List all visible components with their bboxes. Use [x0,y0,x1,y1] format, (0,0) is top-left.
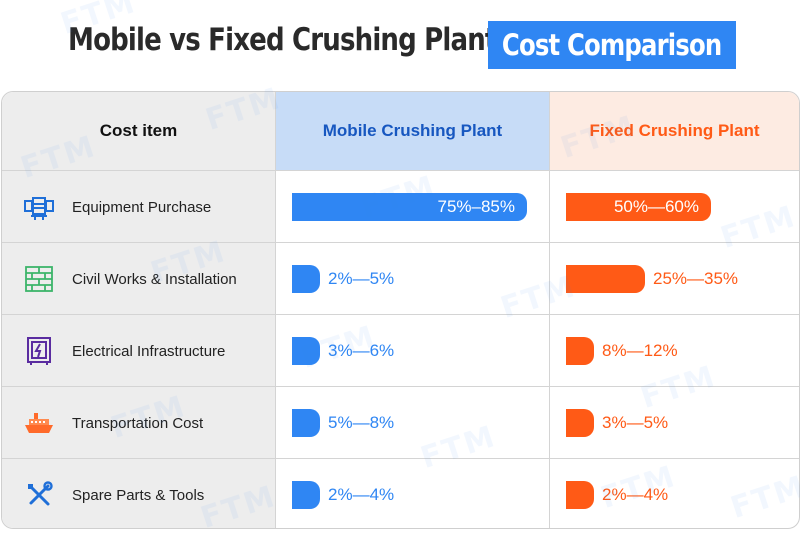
fixed-bar [566,337,594,365]
chart-title: Mobile vs Fixed Crushing Plant [68,22,497,58]
column-divider [549,92,550,528]
comparison-table: Cost item Mobile Crushing Plant Fixed Cr… [1,91,800,529]
row-divider [2,458,799,459]
fixed-bar [566,265,645,293]
mobile-value-label: 3%—6% [328,341,395,360]
mobile-bar [292,409,320,437]
row-label-text: Civil Works & Installation [72,270,237,288]
row-label: Equipment Purchase [2,171,275,243]
tools-icon [22,478,56,512]
mobile-bar [292,337,320,365]
brick-wall-icon [22,262,56,296]
row-label-text: Transportation Cost [72,414,204,432]
header-mobile-series: Mobile Crushing Plant [276,92,549,170]
title-badge-text: Cost Comparison [502,28,722,62]
equipment-icon [22,190,56,224]
mobile-bar [292,481,320,509]
mobile-bar [292,265,320,293]
fixed-value-label: 8%—12% [602,341,678,360]
row-label: Spare Parts & Tools [2,459,275,528]
mobile-value-label: 5%—8% [328,413,395,432]
row-label-text: Electrical Infrastructure [72,342,226,360]
fixed-bar [566,193,711,221]
row-label: Transportation Cost [2,387,275,459]
fixed-value-label: 2%—4% [602,485,669,504]
row-label-text: Spare Parts & Tools [72,486,205,504]
row-divider [2,242,799,243]
header-cost-item: Cost item [2,92,275,170]
row-divider [2,386,799,387]
mobile-value-label: 2%—5% [328,269,395,288]
fixed-value-label: 25%—35% [653,269,739,288]
mobile-value-label: 2%—4% [328,485,395,504]
row-divider [2,314,799,315]
fixed-value-label: 3%—5% [602,413,669,432]
electrical-cabinet-icon [22,334,56,368]
header-fixed-series: Fixed Crushing Plant [550,92,799,170]
row-label: Electrical Infrastructure [2,315,275,387]
column-divider [275,92,276,528]
row-divider [2,170,799,171]
ship-icon [22,406,56,440]
fixed-value-label: 50%—60% [613,197,699,216]
row-label: Civil Works & Installation [2,243,275,315]
row-label-text: Equipment Purchase [72,198,212,216]
title-badge: Cost Comparison [488,21,736,69]
mobile-value-label: 75%–85% [437,197,515,216]
fixed-bar [566,409,594,437]
fixed-bar [566,481,594,509]
mobile-bar [292,193,527,221]
